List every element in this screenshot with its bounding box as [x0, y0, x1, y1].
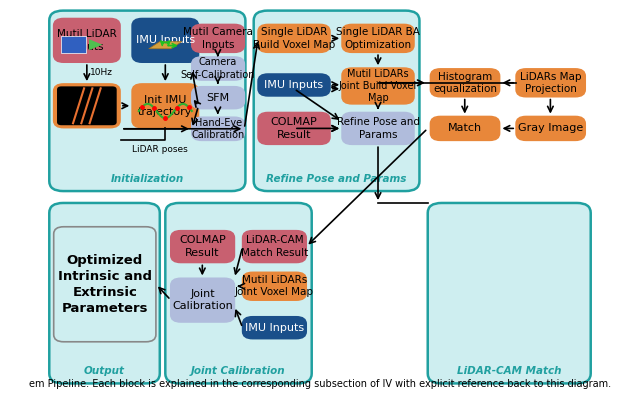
- Text: Gray Image: Gray Image: [518, 123, 583, 133]
- FancyBboxPatch shape: [243, 272, 306, 300]
- FancyBboxPatch shape: [54, 227, 156, 342]
- Text: Single LiDAR BA
Optimization: Single LiDAR BA Optimization: [336, 27, 420, 50]
- Text: Mutil LiDAR
Inputs: Mutil LiDAR Inputs: [57, 29, 116, 52]
- Text: LiDAR poses: LiDAR poses: [132, 145, 188, 154]
- FancyBboxPatch shape: [192, 87, 244, 109]
- FancyBboxPatch shape: [171, 278, 234, 322]
- Text: COLMAP
Result: COLMAP Result: [179, 235, 226, 258]
- Text: Joint Calibration: Joint Calibration: [191, 366, 286, 376]
- Text: Mutil LiDARs
Joint Voxel Map: Mutil LiDARs Joint Voxel Map: [235, 275, 314, 297]
- FancyBboxPatch shape: [258, 74, 330, 96]
- FancyBboxPatch shape: [253, 11, 419, 191]
- Text: Refine Pose and Params: Refine Pose and Params: [266, 174, 407, 184]
- Text: Match: Match: [448, 123, 482, 133]
- FancyBboxPatch shape: [243, 317, 306, 339]
- FancyBboxPatch shape: [49, 203, 160, 383]
- FancyBboxPatch shape: [342, 68, 414, 104]
- Text: Camera
Self-Calibration: Camera Self-Calibration: [181, 57, 255, 80]
- Text: IMU Inputs: IMU Inputs: [264, 80, 324, 90]
- FancyBboxPatch shape: [516, 69, 585, 97]
- Text: Optimized
Intrinsic and
Extrinsic
Parameters: Optimized Intrinsic and Extrinsic Parame…: [58, 254, 152, 315]
- FancyBboxPatch shape: [342, 25, 414, 52]
- Text: Odometry: Odometry: [59, 101, 115, 111]
- FancyBboxPatch shape: [258, 25, 330, 52]
- FancyBboxPatch shape: [431, 117, 500, 140]
- Text: LiDAR-CAM
Match Result: LiDAR-CAM Match Result: [241, 235, 308, 258]
- FancyBboxPatch shape: [192, 25, 244, 52]
- Text: em Pipeline. Each block is explained in the corresponding subsection of IV with : em Pipeline. Each block is explained in …: [29, 378, 611, 388]
- FancyBboxPatch shape: [258, 113, 330, 144]
- Polygon shape: [148, 42, 182, 49]
- Polygon shape: [89, 39, 102, 50]
- FancyBboxPatch shape: [165, 203, 312, 383]
- FancyBboxPatch shape: [171, 231, 234, 262]
- Text: 10Hz: 10Hz: [90, 68, 113, 76]
- FancyBboxPatch shape: [132, 19, 198, 62]
- FancyBboxPatch shape: [431, 69, 500, 97]
- FancyBboxPatch shape: [428, 203, 591, 383]
- Text: Hand-Eye
Calibration: Hand-Eye Calibration: [191, 117, 244, 140]
- Text: Init IMU
trajectory: Init IMU trajectory: [138, 95, 193, 117]
- FancyBboxPatch shape: [516, 117, 585, 140]
- FancyBboxPatch shape: [192, 117, 244, 140]
- Text: SFM: SFM: [207, 93, 230, 103]
- Text: LiDARs Map
Projection: LiDARs Map Projection: [520, 72, 581, 94]
- FancyBboxPatch shape: [54, 19, 120, 62]
- Text: Single LiDAR
Build Voxel Map: Single LiDAR Build Voxel Map: [253, 27, 335, 50]
- FancyBboxPatch shape: [132, 84, 198, 128]
- FancyBboxPatch shape: [342, 113, 414, 144]
- Text: Initialization: Initialization: [111, 174, 184, 184]
- Text: Joint
Calibration: Joint Calibration: [172, 289, 233, 311]
- Text: IMU Inputs: IMU Inputs: [245, 323, 304, 333]
- Text: Mutil LiDARs
Joint Build Voxel
Map: Mutil LiDARs Joint Build Voxel Map: [339, 68, 417, 103]
- Text: Mutil Camera
Inputs: Mutil Camera Inputs: [183, 27, 253, 50]
- Text: Output: Output: [84, 366, 125, 376]
- Text: Histogram
equalization: Histogram equalization: [433, 72, 497, 94]
- FancyBboxPatch shape: [57, 86, 116, 125]
- Polygon shape: [61, 36, 86, 53]
- FancyBboxPatch shape: [49, 11, 245, 191]
- Text: Refine Pose and
Params: Refine Pose and Params: [337, 117, 419, 140]
- Text: COLMAP
Result: COLMAP Result: [271, 117, 317, 140]
- Text: LiDAR-CAM Match: LiDAR-CAM Match: [457, 366, 561, 376]
- FancyBboxPatch shape: [192, 57, 244, 80]
- Text: IMU Inputs: IMU Inputs: [136, 35, 195, 45]
- FancyBboxPatch shape: [54, 84, 120, 128]
- FancyBboxPatch shape: [243, 231, 306, 262]
